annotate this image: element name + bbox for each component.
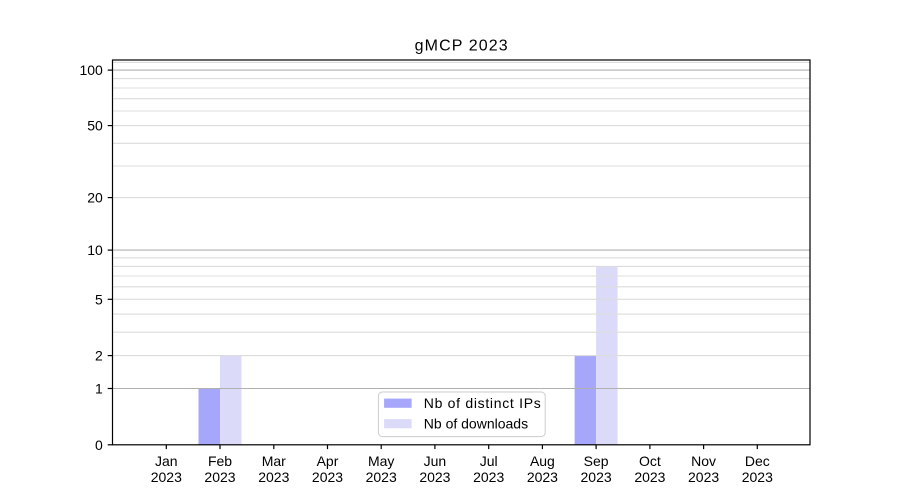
svg-text:2023: 2023 <box>204 469 235 485</box>
svg-text:Feb: Feb <box>208 453 232 469</box>
svg-text:2023: 2023 <box>688 469 719 485</box>
svg-text:2023: 2023 <box>527 469 558 485</box>
svg-text:100: 100 <box>79 62 103 78</box>
svg-text:Dec: Dec <box>745 453 770 469</box>
svg-text:0: 0 <box>95 437 103 453</box>
svg-text:20: 20 <box>87 190 103 206</box>
svg-text:Jun: Jun <box>424 453 447 469</box>
svg-text:2023: 2023 <box>581 469 612 485</box>
svg-text:Nb of downloads: Nb of downloads <box>424 416 528 432</box>
svg-text:Nov: Nov <box>691 453 716 469</box>
svg-text:Jul: Jul <box>480 453 498 469</box>
svg-text:2023: 2023 <box>151 469 182 485</box>
svg-text:Mar: Mar <box>262 453 286 469</box>
svg-text:Aug: Aug <box>530 453 555 469</box>
svg-text:2023: 2023 <box>419 469 450 485</box>
svg-text:2023: 2023 <box>742 469 773 485</box>
svg-text:Nb of distinct IPs: Nb of distinct IPs <box>424 395 542 411</box>
svg-text:gMCP 2023: gMCP 2023 <box>415 38 509 55</box>
svg-text:2023: 2023 <box>473 469 504 485</box>
svg-text:1: 1 <box>95 381 103 397</box>
svg-text:Sep: Sep <box>584 453 609 469</box>
svg-text:2023: 2023 <box>312 469 343 485</box>
svg-text:2023: 2023 <box>366 469 397 485</box>
svg-text:2: 2 <box>95 348 103 364</box>
svg-text:Apr: Apr <box>317 453 339 469</box>
svg-text:Oct: Oct <box>639 453 661 469</box>
svg-text:50: 50 <box>87 118 103 134</box>
svg-text:10: 10 <box>87 242 103 258</box>
svg-text:May: May <box>368 453 394 469</box>
svg-text:2023: 2023 <box>258 469 289 485</box>
svg-text:5: 5 <box>95 291 103 307</box>
svg-text:Jan: Jan <box>155 453 178 469</box>
svg-text:2023: 2023 <box>634 469 665 485</box>
